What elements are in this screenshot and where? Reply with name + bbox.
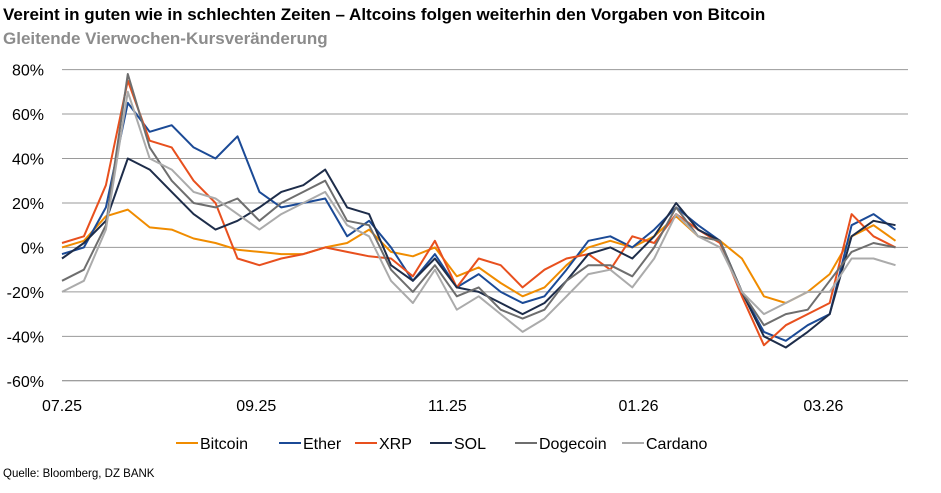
series-line-bitcoin [61,208,897,304]
legend-label: Ether [303,436,342,453]
legend-item-ether: Ether [279,436,342,453]
chart-subtitle: Gleitende Vierwochen-Kursveränderung [3,29,328,48]
y-tick-label: -40% [7,329,44,346]
gridlines [62,69,908,382]
x-tick-label: 09.25 [236,398,276,415]
legend: Bitcoin Ether XRP SOL Dogecoin Cardano [176,436,707,453]
x-tick-label: 11.25 [428,398,467,415]
legend-item-sol: SOL [430,436,486,453]
x-tick-label: 07.25 [42,398,82,415]
legend-label: Bitcoin [200,436,248,453]
y-tick-label: 80% [12,63,44,80]
y-tick-label: 40% [12,152,44,169]
source-note: Quelle: Bloomberg, DZ BANK [3,468,155,480]
legend-label: Cardano [646,436,707,453]
legend-label: XRP [379,436,412,453]
y-axis-labels: 80% 60% 40% 20% 0% -20% -40% -60% [7,63,44,391]
legend-label: SOL [454,436,486,453]
legend-item-cardano: Cardano [622,436,707,453]
x-tick-label: 01.26 [619,398,659,415]
legend-item-dogecoin: Dogecoin [515,436,607,453]
y-tick-label: 60% [12,107,44,124]
series-lines [61,73,897,349]
legend-label: Dogecoin [539,436,607,453]
series-line-sol [61,157,896,349]
y-tick-label: -60% [7,374,44,391]
legend-item-xrp: XRP [355,436,412,453]
y-tick-label: 20% [12,196,44,213]
legend-item-bitcoin: Bitcoin [176,436,248,453]
series-line-xrp [61,79,896,347]
series-line-dogecoin [61,73,896,327]
y-tick-label: -20% [7,285,44,302]
x-tick-label: 03.26 [803,398,843,415]
chart-title: Vereint in guten wie in schlechten Zeite… [3,5,766,24]
y-tick-label: 0% [21,240,44,257]
series-line-cardano [61,90,896,333]
x-axis-labels: 07.25 09.25 11.25 01.26 03.26 [42,398,844,415]
series-line-ether [61,101,897,342]
